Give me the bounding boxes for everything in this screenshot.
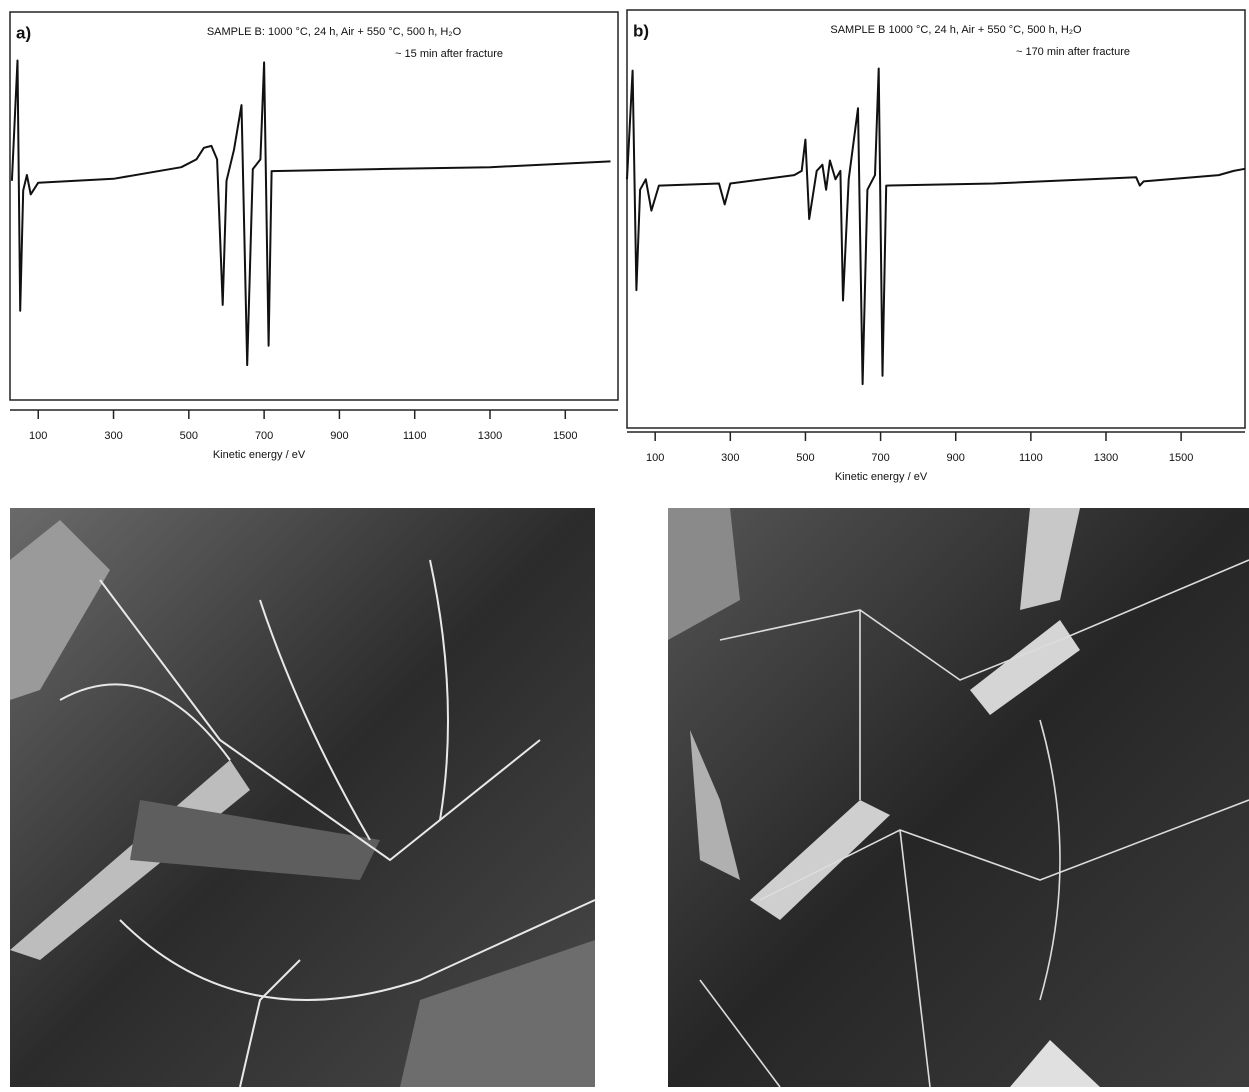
x-tick-label: 900 <box>330 430 348 442</box>
x-tick-label: 100 <box>646 452 664 464</box>
x-tick-label: 1100 <box>1019 452 1043 464</box>
panel-label: b) <box>633 21 649 40</box>
chart-title: SAMPLE B 1000 °C, 24 h, Air + 550 °C, 50… <box>830 24 1082 36</box>
x-tick-label: 300 <box>104 430 122 442</box>
panel-label: a) <box>16 23 31 42</box>
chart-subtitle: ~ 15 min after fracture <box>395 48 503 60</box>
spectrum-line <box>627 69 1245 385</box>
figure: 100 300 500 700 900 1100 1300 1500 Kinetic energ… <box>0 0 1249 1087</box>
sem-image-a <box>10 508 595 1087</box>
plot-frame <box>627 10 1245 428</box>
spectrum-line <box>12 61 611 366</box>
x-tick-label: 700 <box>255 430 273 442</box>
x-tick-label: 100 <box>29 430 47 442</box>
chart-title: SAMPLE B: 1000 °C, 24 h, Air + 550 °C, 5… <box>207 26 462 38</box>
page: 100 300 500 700 900 1100 1300 1500 Kinetic energ… <box>0 0 1249 1092</box>
chart: 100 300 500 700 900 1100 1300 1500 Kinetic energ… <box>627 10 1245 483</box>
x-tick-label: 1500 <box>1169 452 1193 464</box>
x-tick-label: 1300 <box>1094 452 1118 464</box>
chart: 100 300 500 700 900 1100 1300 1500 Kinetic energ… <box>10 12 618 461</box>
x-tick-label: 1500 <box>553 430 577 442</box>
sem-image-b <box>668 508 1249 1087</box>
chart-subtitle: ~ 170 min after fracture <box>1016 46 1130 58</box>
x-tick-label: 300 <box>721 452 739 464</box>
x-tick-label: 1300 <box>478 430 502 442</box>
x-tick-label: 500 <box>796 452 814 464</box>
plot-frame <box>10 12 618 400</box>
x-axis-label: Kinetic energy / eV <box>213 449 306 461</box>
x-tick-label: 700 <box>871 452 889 464</box>
x-tick-label: 900 <box>947 452 965 464</box>
x-tick-label: 500 <box>180 430 198 442</box>
x-axis-label: Kinetic energy / eV <box>835 471 928 483</box>
x-tick-label: 1100 <box>403 430 427 442</box>
